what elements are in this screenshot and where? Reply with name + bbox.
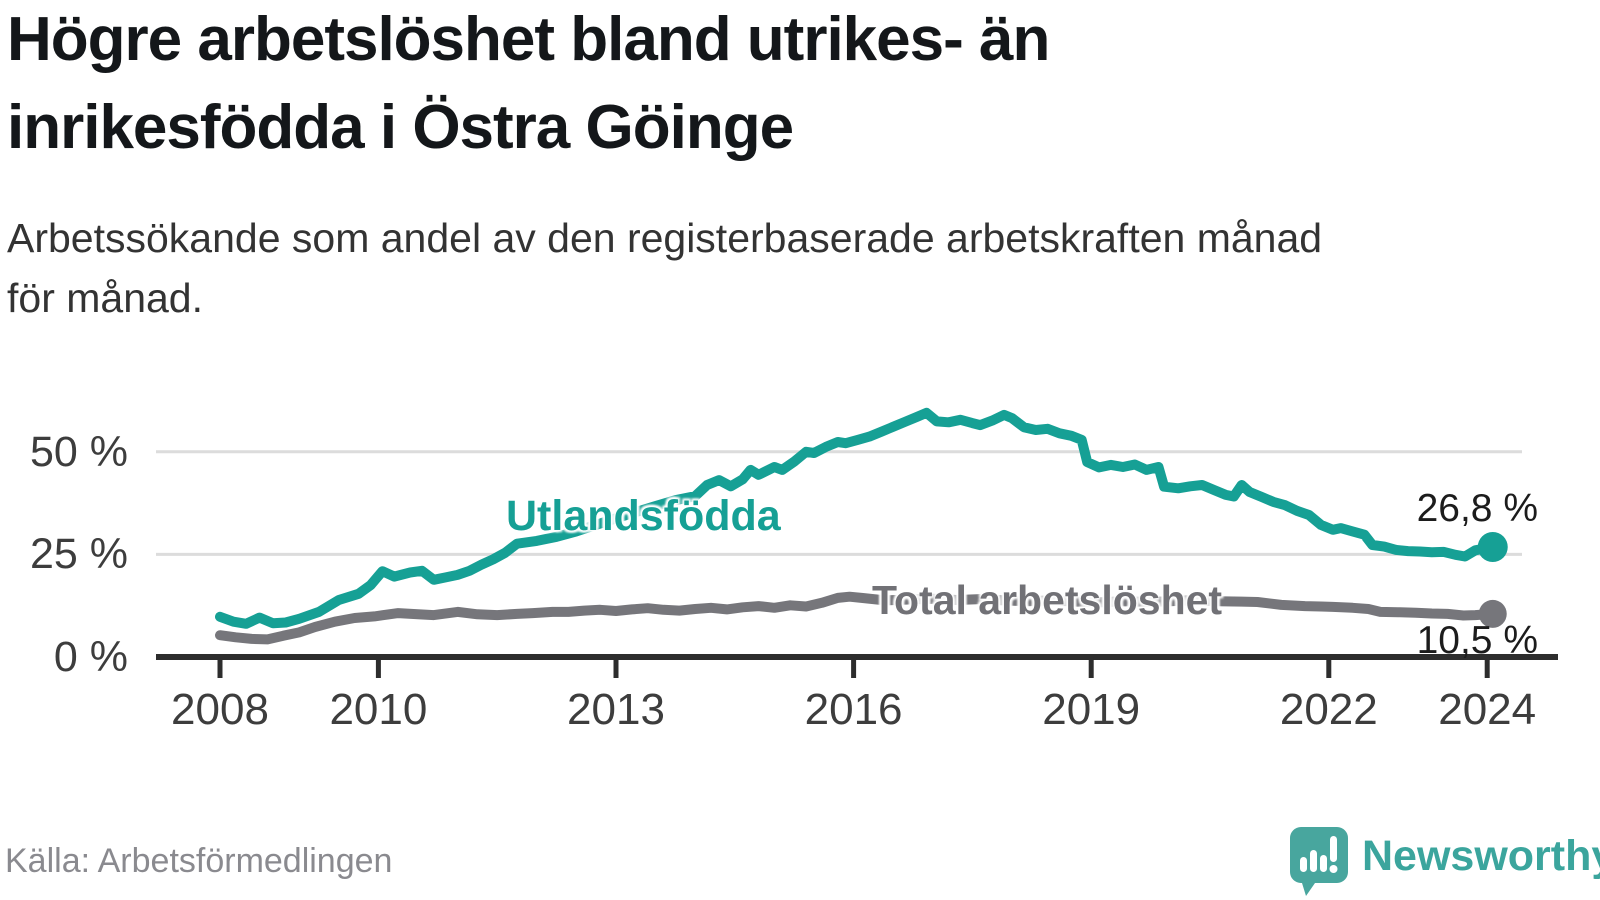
logo-bar-3 — [1320, 855, 1327, 872]
newsworthy-logo: Newsworthy — [1289, 827, 1600, 896]
y-axis-label-0: 0 % — [53, 633, 128, 681]
page-title: Högre arbetslöshet bland utrikes- än inr… — [7, 5, 1050, 162]
series-label-utlandsfodda: Utlandsfödda — [506, 492, 781, 540]
logo-bubble-shape — [1290, 827, 1348, 896]
newsworthy-logo-text: Newsworthy — [1362, 831, 1600, 880]
x-axis-label-2016: 2016 — [804, 685, 903, 734]
series-label-total-arbetsloshet: Total arbetslöshet — [872, 577, 1223, 623]
source-text: Källa: Arbetsförmedlingen — [5, 842, 393, 880]
x-axis-label-2013: 2013 — [567, 685, 665, 734]
chart-subtitle: Arbetssökande som andel av den registerb… — [7, 215, 1323, 321]
logo-bar-1 — [1300, 857, 1307, 872]
y-axis-label-25: 25 % — [29, 530, 128, 579]
logo-exclamation-bar — [1330, 836, 1337, 862]
newsworthy-logo-icon — [1290, 827, 1348, 896]
x-axis-label-2024: 2024 — [1438, 685, 1537, 734]
y-axis-label-50: 50 % — [29, 427, 128, 476]
end-value-label-total-arbetsloshet: 10,5 % — [1416, 619, 1538, 662]
x-axis-label-2010: 2010 — [329, 685, 428, 734]
logo-exclamation-dot — [1329, 865, 1338, 873]
end-value-label-utlandsfodda: 26,8 % — [1416, 487, 1538, 530]
x-axis-label-2008: 2008 — [171, 685, 269, 734]
series-end-dot-total — [1478, 599, 1507, 628]
series-line-total — [215, 591, 1498, 645]
x-axis-label-2019: 2019 — [1042, 685, 1141, 734]
series-end-dot-utlandsfodda — [1477, 532, 1508, 563]
x-axis-label-2022: 2022 — [1279, 685, 1378, 734]
series-line-utlandsfodda — [215, 407, 1498, 629]
logo-bar-2 — [1310, 850, 1317, 872]
